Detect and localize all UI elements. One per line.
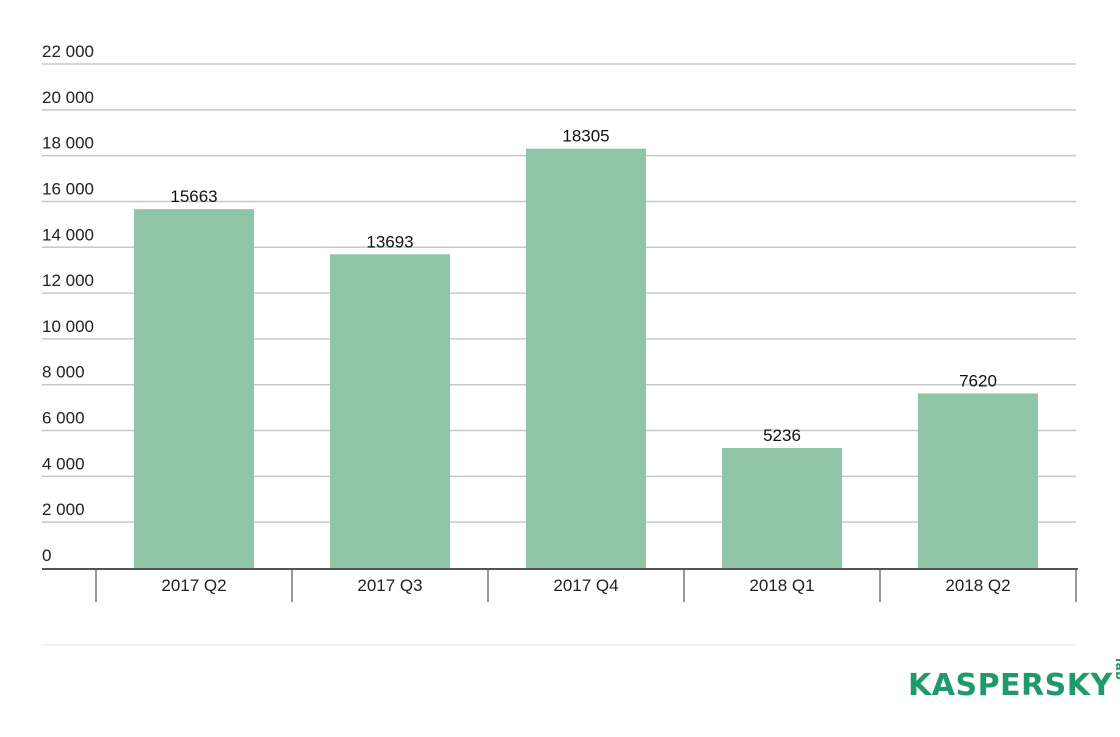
bar [722, 448, 842, 568]
kaspersky-logo: KASPERSKYlab [908, 658, 1120, 708]
data-label: 7620 [959, 371, 997, 390]
x-tick-label: 2017 Q4 [553, 576, 618, 595]
bar [918, 393, 1038, 568]
x-tick-label: 2017 Q3 [357, 576, 422, 595]
y-tick-label: 2 000 [42, 500, 85, 519]
y-tick-label: 18 000 [42, 134, 94, 153]
y-tick-label: 22 000 [42, 42, 94, 61]
y-tick-label: 0 [42, 546, 51, 565]
data-label: 18305 [562, 127, 609, 146]
y-tick-label: 4 000 [42, 454, 85, 473]
data-label: 13693 [366, 232, 413, 251]
x-tick-label: 2017 Q2 [161, 576, 226, 595]
y-tick-label: 12 000 [42, 271, 94, 290]
y-tick-label: 14 000 [42, 225, 94, 244]
data-label: 5236 [763, 426, 801, 445]
y-tick-label: 20 000 [42, 88, 94, 107]
bar [330, 254, 450, 568]
y-tick-label: 10 000 [42, 317, 94, 336]
logo-sub: lab [1112, 658, 1120, 681]
data-label: 15663 [170, 187, 217, 206]
x-tick-label: 2018 Q1 [749, 576, 814, 595]
x-tick-label: 2018 Q2 [945, 576, 1010, 595]
y-tick-label: 8 000 [42, 363, 85, 382]
y-tick-label: 6 000 [42, 409, 85, 428]
bar [526, 148, 646, 568]
y-tick-label: 16 000 [42, 179, 94, 198]
bar [134, 209, 254, 568]
logo-text: KASPERSKY [908, 668, 1113, 703]
